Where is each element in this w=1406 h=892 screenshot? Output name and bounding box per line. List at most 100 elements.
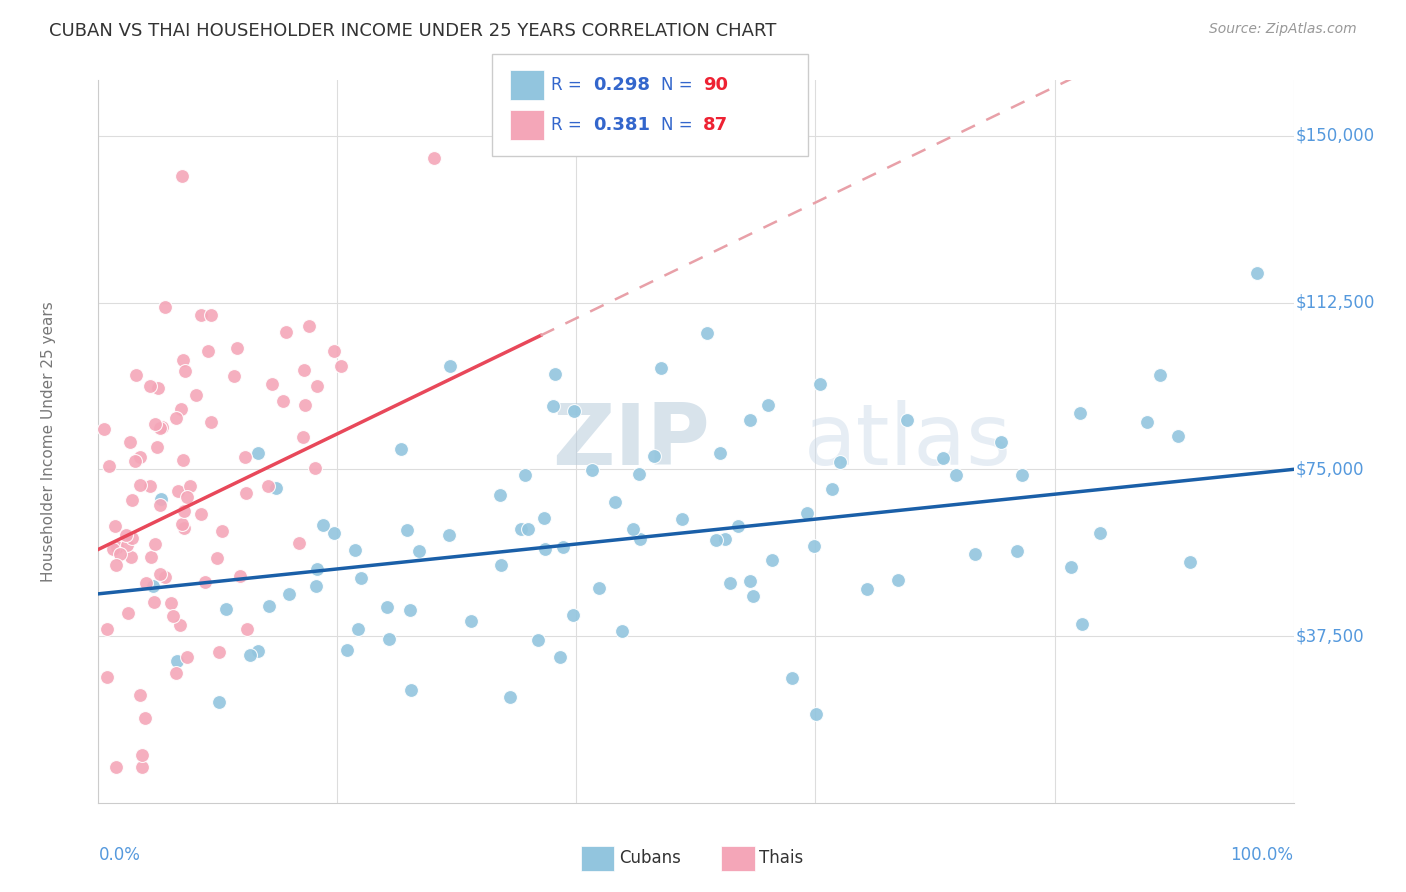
Point xyxy=(527,632,550,647)
Point xyxy=(247,446,270,460)
Point xyxy=(264,481,287,495)
Point xyxy=(738,413,761,427)
Point xyxy=(714,532,737,546)
Text: $75,000: $75,000 xyxy=(1296,460,1364,478)
Point xyxy=(543,399,565,413)
Point xyxy=(378,632,401,646)
Point xyxy=(588,581,610,595)
Point xyxy=(796,506,818,520)
Point xyxy=(247,644,270,658)
Point xyxy=(1011,468,1033,483)
Point xyxy=(643,449,665,463)
Point xyxy=(489,488,512,502)
Point xyxy=(108,547,131,561)
Point xyxy=(346,622,368,636)
Point xyxy=(305,579,328,593)
Point xyxy=(260,377,283,392)
Point xyxy=(298,318,321,333)
Point xyxy=(963,547,986,561)
Point xyxy=(96,670,118,684)
Point xyxy=(146,440,169,454)
Point xyxy=(408,544,430,558)
Point xyxy=(307,562,329,576)
Point xyxy=(605,495,627,509)
Text: $150,000: $150,000 xyxy=(1296,127,1375,145)
Point xyxy=(162,609,184,624)
Point xyxy=(437,528,460,542)
Point xyxy=(509,522,531,536)
Point xyxy=(186,387,208,401)
Point xyxy=(101,541,124,556)
Point xyxy=(105,558,128,572)
Point xyxy=(150,419,173,434)
Point xyxy=(193,575,215,590)
Point xyxy=(131,747,153,762)
Point xyxy=(1167,429,1189,443)
Point xyxy=(323,344,346,359)
Point xyxy=(149,567,172,582)
Point xyxy=(1070,617,1092,632)
Point xyxy=(271,393,294,408)
Point xyxy=(305,378,328,392)
Point xyxy=(294,398,316,412)
Point xyxy=(215,602,238,616)
Point xyxy=(224,369,246,384)
Point xyxy=(990,435,1012,450)
Point xyxy=(803,539,825,553)
Text: N =: N = xyxy=(661,76,697,94)
Point xyxy=(628,467,651,482)
Point xyxy=(129,450,152,465)
Point xyxy=(399,602,422,616)
Text: ZIP: ZIP xyxy=(553,400,710,483)
Point xyxy=(804,706,827,721)
Text: $112,500: $112,500 xyxy=(1296,293,1375,311)
Text: 0.381: 0.381 xyxy=(593,116,651,134)
Text: Source: ZipAtlas.com: Source: ZipAtlas.com xyxy=(1209,22,1357,37)
Text: Cubans: Cubans xyxy=(619,849,681,867)
Point xyxy=(125,368,148,383)
Text: Householder Income Under 25 years: Householder Income Under 25 years xyxy=(41,301,56,582)
Text: 100.0%: 100.0% xyxy=(1230,847,1294,864)
Point xyxy=(628,532,651,546)
Text: CUBAN VS THAI HOUSEHOLDER INCOME UNDER 25 YEARS CORRELATION CHART: CUBAN VS THAI HOUSEHOLDER INCOME UNDER 2… xyxy=(49,22,776,40)
Point xyxy=(197,344,219,359)
Point xyxy=(142,595,165,609)
Point xyxy=(828,455,851,469)
Point xyxy=(134,711,156,725)
Point xyxy=(172,169,194,183)
Point xyxy=(304,460,326,475)
Point xyxy=(173,504,195,518)
Point xyxy=(489,558,512,573)
Point xyxy=(727,519,749,533)
Point xyxy=(322,525,344,540)
Point xyxy=(239,648,262,662)
Point xyxy=(650,360,672,375)
Point xyxy=(562,607,585,622)
Point xyxy=(208,695,231,709)
Point xyxy=(350,571,373,585)
Point xyxy=(581,463,603,477)
Point xyxy=(741,590,763,604)
Point xyxy=(141,550,163,565)
Point xyxy=(1149,368,1171,383)
Point xyxy=(128,478,150,492)
Point xyxy=(166,654,188,668)
Point xyxy=(105,540,128,554)
Point xyxy=(1246,266,1268,280)
Point xyxy=(200,415,222,429)
Point xyxy=(143,417,166,431)
Point xyxy=(544,368,567,382)
Text: N =: N = xyxy=(661,116,697,134)
Point xyxy=(821,482,844,496)
Point xyxy=(389,442,412,456)
Point xyxy=(135,575,157,590)
Point xyxy=(153,301,176,315)
Point xyxy=(513,467,536,482)
Point xyxy=(169,618,191,632)
Point xyxy=(1178,555,1201,569)
Point xyxy=(312,517,335,532)
Point xyxy=(170,401,193,416)
Point xyxy=(235,622,257,636)
Point xyxy=(93,422,115,436)
Point xyxy=(621,522,644,536)
